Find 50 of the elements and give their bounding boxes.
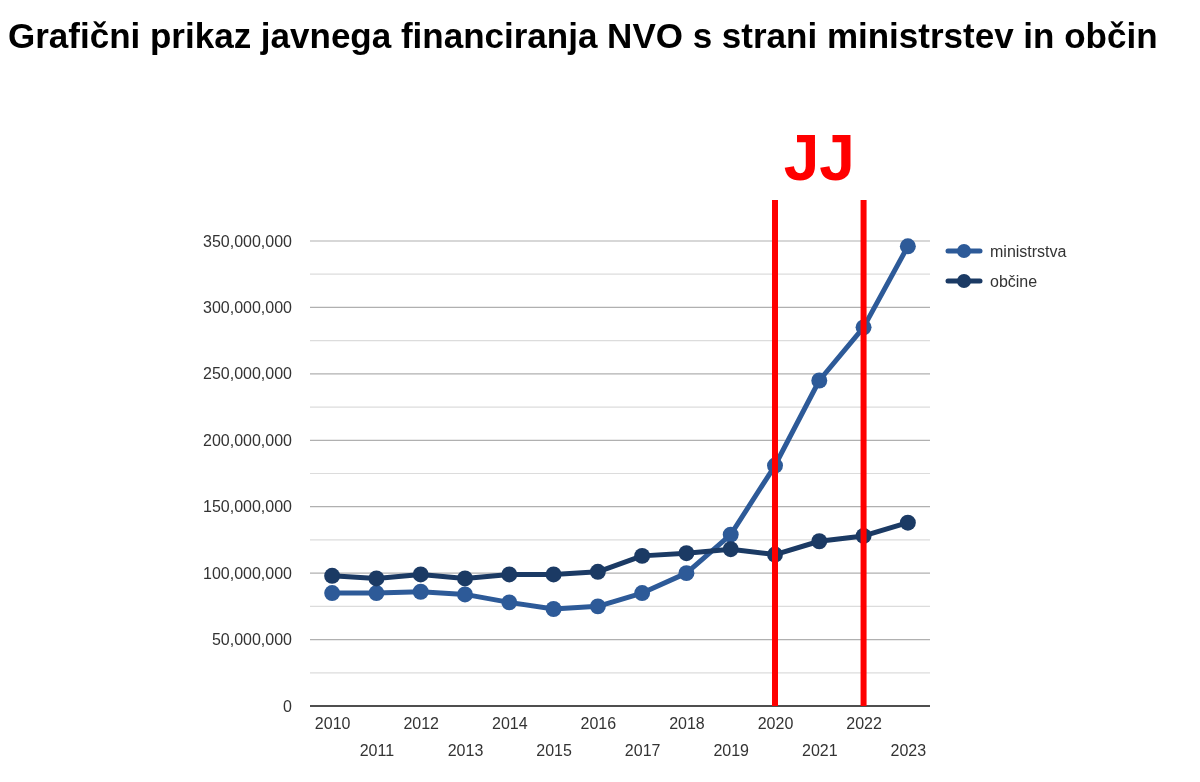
x-tick-label: 2017	[624, 742, 661, 760]
y-tick-label: 50,000,000	[211, 631, 293, 649]
x-tick-label: 2015	[536, 742, 572, 760]
point	[368, 570, 385, 587]
x-tick-label: 2019	[713, 742, 750, 760]
y-tick-label: 200,000,000	[203, 431, 293, 449]
text: JJ	[783, 122, 855, 194]
point	[589, 563, 606, 580]
x-tick-label: 2022	[846, 715, 882, 733]
y-tick-label: 300,000,000	[203, 299, 293, 317]
y-tick-label: 350,000,000	[203, 232, 293, 250]
x-tick-label: 2020	[757, 715, 794, 733]
point	[634, 585, 651, 602]
point	[899, 238, 916, 255]
point	[722, 541, 739, 558]
point	[412, 583, 429, 600]
x-tick-label: 2021	[801, 742, 838, 760]
x-tick-label: 2011	[359, 742, 395, 760]
x-tick-label: 2012	[403, 715, 440, 733]
legend-label: občine	[990, 272, 1038, 290]
y-tick-label: 150,000,000	[203, 498, 293, 516]
point	[368, 585, 385, 602]
x-tick-label: 2014	[491, 715, 528, 733]
y-tick-label: 0	[283, 697, 293, 715]
point	[324, 567, 341, 584]
legend-label: ministrstva	[990, 242, 1067, 260]
point	[545, 601, 562, 617]
point	[457, 570, 473, 587]
point	[678, 545, 695, 562]
point	[811, 372, 828, 389]
point	[412, 566, 429, 583]
point	[457, 586, 473, 603]
point	[899, 514, 916, 531]
point	[722, 526, 739, 543]
point	[811, 533, 828, 550]
point	[501, 594, 518, 611]
point	[589, 598, 606, 615]
y-tick-label: 100,000,000	[203, 564, 293, 582]
x-tick-label: 2018	[669, 715, 705, 733]
point	[501, 566, 518, 583]
point	[324, 585, 341, 602]
chart-title: Grafični prikaz javnega financiranja NVO s strani ministrstev in občin	[8, 16, 1158, 55]
x-tick-label: 2023	[890, 742, 927, 760]
point	[634, 547, 651, 564]
x-tick-label: 2010	[314, 715, 351, 733]
point	[545, 566, 562, 583]
point	[678, 565, 695, 582]
x-tick-label: 2013	[447, 742, 484, 760]
x-tick-label: 2016	[580, 715, 617, 733]
y-tick-label: 250,000,000	[203, 365, 293, 383]
